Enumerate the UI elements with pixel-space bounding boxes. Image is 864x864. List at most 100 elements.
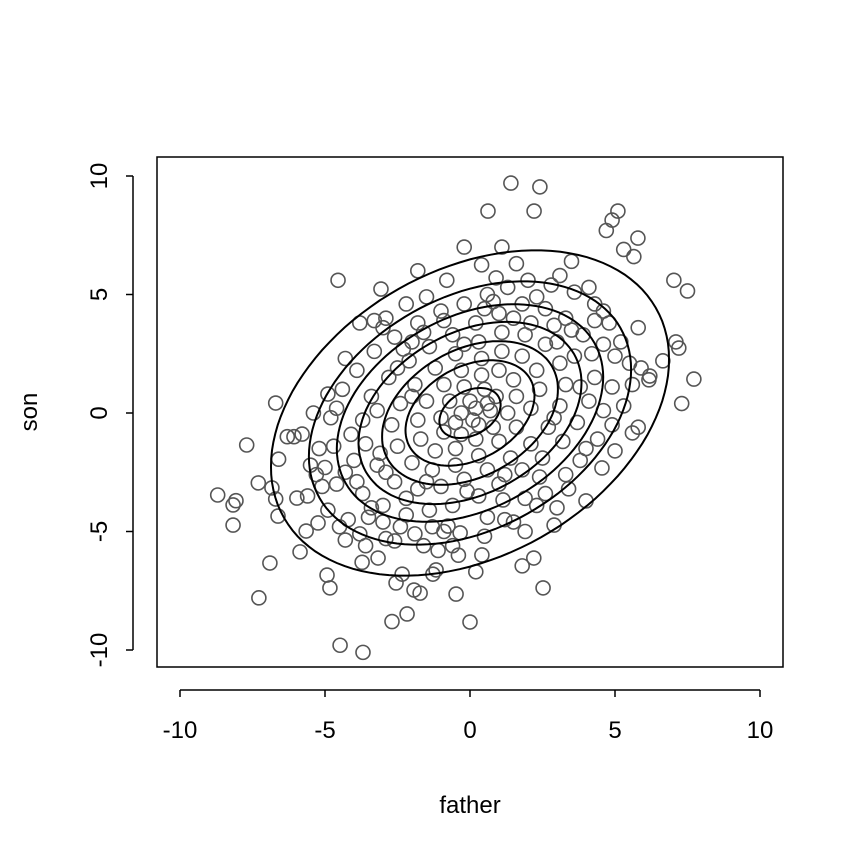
- data-point: [537, 300, 554, 317]
- data-point: [626, 248, 642, 265]
- data-point: [641, 372, 657, 388]
- data-point: [496, 511, 513, 528]
- data-point: [355, 644, 371, 661]
- data-point: [479, 462, 496, 478]
- data-point: [320, 386, 336, 402]
- data-point: [398, 296, 415, 312]
- data-point: [528, 497, 545, 514]
- data-point: [505, 514, 522, 530]
- data-point: [453, 362, 470, 379]
- contour-line: [357, 320, 583, 506]
- data-point: [462, 614, 478, 630]
- data-point: [598, 222, 615, 239]
- data-point: [505, 310, 522, 327]
- data-point: [494, 343, 510, 360]
- data-point: [386, 473, 403, 490]
- data-point: [228, 492, 244, 509]
- data-point: [320, 502, 336, 518]
- data-point: [532, 179, 548, 195]
- data-point: [485, 419, 502, 436]
- data-point: [610, 203, 626, 219]
- data-point: [526, 203, 542, 219]
- data-point: [566, 348, 583, 364]
- data-point: [604, 379, 620, 395]
- data-point: [581, 279, 597, 296]
- data-point: [459, 483, 475, 500]
- data-point: [375, 497, 391, 514]
- data-point: [407, 376, 423, 393]
- data-point: [399, 606, 415, 622]
- data-point: [441, 393, 458, 409]
- data-point: [514, 348, 531, 364]
- data-point: [630, 230, 646, 246]
- data-point: [482, 402, 499, 419]
- data-point: [389, 438, 406, 454]
- data-point: [473, 257, 490, 273]
- data-point: [607, 348, 623, 364]
- data-point: [508, 255, 525, 272]
- data-point: [494, 239, 510, 255]
- data-point: [534, 450, 551, 466]
- data-point: [624, 425, 641, 441]
- data-point: [586, 312, 603, 329]
- data-point: [607, 443, 623, 459]
- data-point: [360, 509, 377, 526]
- data-point: [292, 544, 308, 560]
- data-point: [427, 443, 444, 459]
- data-point: [480, 203, 496, 219]
- data-point: [298, 523, 314, 539]
- data-point: [383, 417, 400, 433]
- data-point: [334, 381, 351, 398]
- data-point: [503, 175, 519, 191]
- contour-line: [335, 303, 605, 523]
- data-point: [349, 473, 365, 490]
- data-point: [563, 322, 580, 338]
- data-point: [267, 491, 284, 507]
- data-point: [433, 478, 449, 495]
- data-point: [372, 445, 388, 462]
- contour-line: [404, 359, 536, 467]
- data-point: [328, 476, 345, 492]
- data-point: [686, 371, 702, 387]
- data-point: [225, 497, 241, 513]
- data-point: [535, 580, 551, 596]
- data-point: [357, 537, 374, 554]
- data-point: [332, 637, 348, 654]
- data-point: [557, 376, 574, 393]
- data-point: [531, 381, 548, 398]
- data-point: [337, 464, 354, 481]
- data-point: [378, 464, 394, 481]
- contour-line: [438, 387, 502, 439]
- data-point: [322, 409, 339, 426]
- data-point: [479, 395, 496, 412]
- data-point: [436, 523, 452, 540]
- data-point: [467, 315, 484, 331]
- y-axis: -10 -5 0 5 10: [86, 163, 134, 667]
- data-point: [378, 530, 394, 547]
- data-point: [552, 267, 568, 284]
- data-point: [537, 485, 554, 502]
- data-point: [406, 582, 422, 598]
- data-point: [537, 336, 554, 353]
- data-point: [528, 362, 545, 379]
- data-point: [470, 447, 487, 464]
- data-point: [330, 272, 346, 289]
- data-point: [456, 471, 473, 488]
- data-point: [546, 317, 562, 334]
- data-point: [440, 518, 456, 534]
- data-point: [670, 340, 687, 356]
- data-point: [311, 440, 328, 457]
- data-point: [380, 369, 397, 386]
- data-point: [209, 487, 226, 503]
- data-point: [322, 580, 338, 596]
- y-axis-title: son: [16, 393, 43, 432]
- data-point: [386, 533, 403, 549]
- data-point: [262, 555, 278, 571]
- data-point: [225, 517, 241, 533]
- data-point: [325, 438, 342, 454]
- data-point: [595, 303, 612, 319]
- contour-line: [307, 280, 633, 546]
- x-tick-label: 10: [747, 717, 774, 744]
